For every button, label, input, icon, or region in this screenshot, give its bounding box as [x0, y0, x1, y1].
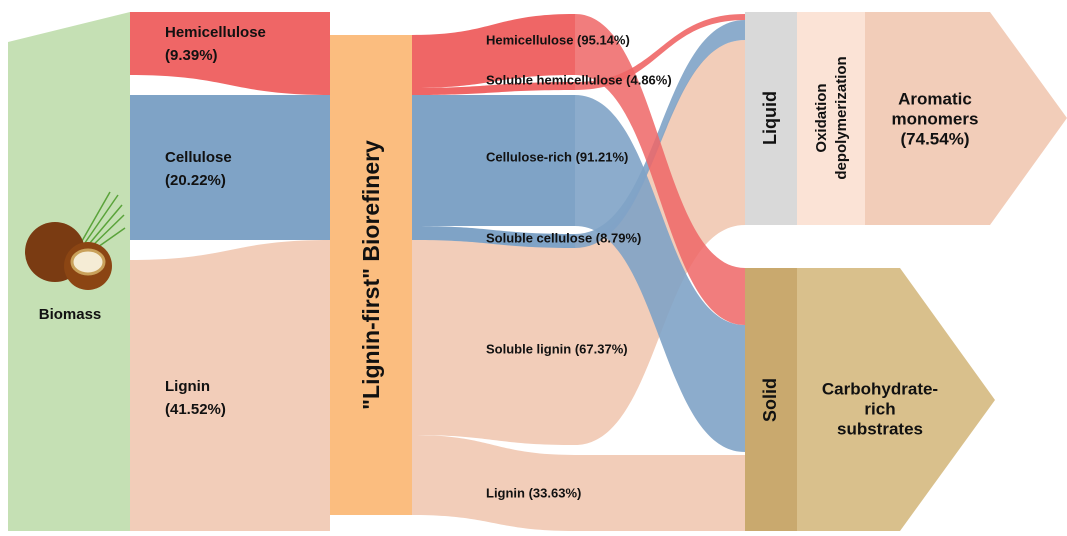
stream-label: Hemicellulose (95.14%) — [486, 32, 630, 47]
stream-label: Soluble hemicellulose (4.86%) — [486, 72, 672, 87]
biorefinery-node — [330, 35, 412, 515]
hemicellulose-node — [130, 12, 330, 75]
lignin-node — [130, 260, 330, 531]
process-label: Oxidation — [813, 83, 830, 152]
process-label: depolymerization — [833, 56, 850, 179]
stream-label: Cellulose-rich (91.21%) — [486, 149, 628, 164]
coconut-icon — [25, 191, 126, 290]
flow — [575, 14, 745, 325]
fraction-name: Lignin — [165, 378, 210, 395]
fraction-share: (20.22%) — [165, 172, 226, 189]
flow — [575, 14, 745, 90]
flow — [412, 240, 575, 445]
product-label: Aromatic — [898, 89, 972, 108]
cellulose-node — [130, 95, 330, 240]
flow — [575, 95, 745, 452]
product-label: monomers — [892, 109, 979, 128]
aromatic-arrow — [865, 12, 1067, 225]
flow — [412, 435, 575, 531]
flow — [412, 14, 575, 88]
product-label: Carbohydrate- — [822, 379, 938, 398]
solid-node — [745, 268, 797, 531]
product-label: substrates — [837, 419, 923, 438]
flow — [412, 95, 575, 226]
flow — [412, 226, 575, 248]
product-label: rich — [864, 399, 895, 418]
flow — [575, 20, 745, 248]
phase-label: Solid — [760, 378, 780, 422]
source-label: Biomass — [39, 306, 102, 323]
product-label: (74.54%) — [901, 129, 970, 148]
fraction-name: Cellulose — [165, 149, 232, 166]
flow — [412, 82, 575, 95]
stream-label: Soluble lignin (67.37%) — [486, 341, 628, 356]
fraction-share: (9.39%) — [165, 47, 218, 64]
process-node — [797, 12, 865, 225]
phase-label: Liquid — [760, 91, 780, 145]
carbohydrate-arrow — [797, 268, 995, 531]
fraction-share: (41.52%) — [165, 401, 226, 418]
stream-label: Soluble cellulose (8.79%) — [486, 230, 641, 245]
liquid-node — [745, 12, 797, 225]
stream-label: Lignin (33.63%) — [486, 485, 581, 500]
flow — [575, 455, 745, 531]
biorefinery-label: "Lignin-first" Biorefinery — [358, 140, 384, 410]
fraction-name: Hemicellulose — [165, 24, 266, 41]
